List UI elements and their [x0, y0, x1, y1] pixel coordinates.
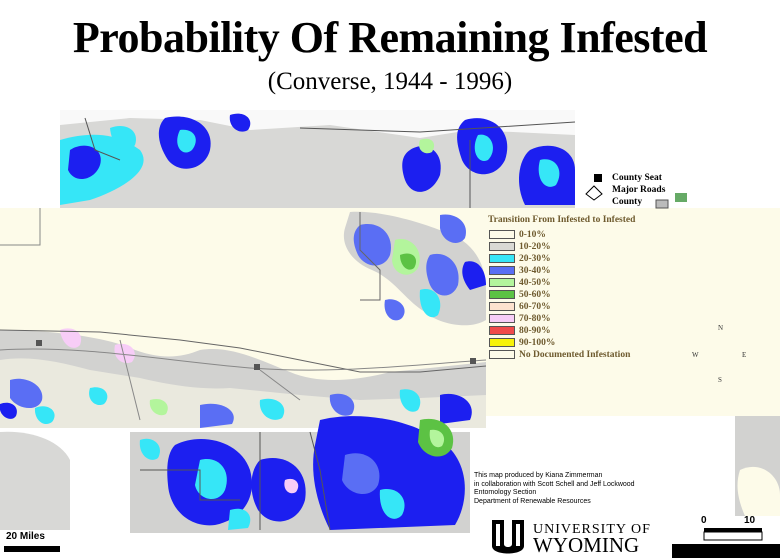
legend-item-label: 50-60% [519, 289, 551, 300]
compass-north-label: N [718, 324, 724, 332]
legend-item-label: 20-30% [519, 253, 551, 264]
legend-panel: Transition From Infested to Infested 0-1… [486, 212, 778, 377]
legend-item: 70-80% [489, 313, 551, 324]
legend-swatch [489, 278, 515, 287]
legend-item: 40-50% [489, 277, 551, 288]
right-scale-label-10: 10 [744, 515, 756, 526]
compass-west-label: W [692, 351, 699, 359]
compass-east-label: E [742, 351, 747, 359]
legend-swatch [489, 350, 515, 359]
legend-county-label: County [612, 197, 643, 207]
legend-title: Transition From Infested to Infested [488, 215, 636, 225]
credit-line: in collaboration with Scott Schell and J… [474, 480, 635, 488]
legend-swatch [489, 230, 515, 239]
legend-swatch [489, 266, 515, 275]
legend-swatch [489, 326, 515, 335]
legend-swatch [489, 302, 515, 311]
infestation-mini-icon [675, 193, 687, 202]
left-scale-bar [4, 546, 60, 552]
legend-item-label: 10-20% [519, 241, 551, 252]
logo-wyoming: WYOMING [533, 533, 640, 557]
legend-item-label: No Documented Infestation [519, 349, 631, 360]
legend-item-label: 0-10% [519, 229, 546, 240]
legend-swatch [489, 242, 515, 251]
legend-item: 10-20% [489, 241, 551, 252]
legend-item: No Documented Infestation [489, 349, 630, 360]
legend-swatch [489, 314, 515, 323]
legend-item-label: 90-100% [519, 337, 556, 348]
compass-south-label: S [718, 376, 722, 384]
legend-item-label: 60-70% [519, 301, 551, 312]
credit-line: Department of Renewable Resources [474, 497, 591, 505]
bottom-black-strip [672, 544, 780, 558]
legend-swatch [489, 254, 515, 263]
right-scale-bar [704, 528, 762, 532]
map-panel-bottom [0, 416, 470, 533]
county-icon [655, 199, 669, 209]
right-scale-label-0: 0 [701, 515, 707, 526]
map-panel-middle [0, 208, 487, 428]
legend-item: 30-40% [489, 265, 551, 276]
legend-item-label: 70-80% [519, 313, 551, 324]
legend-item-label: 40-50% [519, 277, 551, 288]
legend-item: 0-10% [489, 229, 546, 240]
map-credits: This map produced by Kiana Zimmerman in … [474, 472, 635, 506]
legend-item: 60-70% [489, 301, 551, 312]
map-subtitle: (Converse, 1944 - 1996) [267, 68, 513, 95]
legend-item: 90-100% [489, 337, 555, 348]
legend-swatch [489, 338, 515, 347]
legend-item: 80-90% [489, 325, 551, 336]
county-seat-icon [594, 174, 602, 182]
credit-line: Entomology Section [474, 489, 537, 497]
legend-item-label: 80-90% [519, 325, 551, 336]
right-scale-bar-outline [703, 531, 763, 541]
uw-logo-mark [492, 520, 524, 554]
map-panel-top [60, 110, 576, 208]
legend-major-roads-label: Major Roads [612, 185, 666, 195]
legend-item: 20-30% [489, 253, 551, 264]
legend-item-label: 30-40% [519, 265, 551, 276]
legend-county-seat-label: County Seat [612, 173, 662, 183]
major-roads-icon [585, 185, 603, 201]
logo-university-of: UNIVERSITY OF [533, 522, 651, 537]
legend-swatch [489, 290, 515, 299]
credit-line: This map produced by Kiana Zimmerman [474, 472, 603, 479]
left-scale-label: 20 Miles [6, 531, 45, 542]
legend-item: 50-60% [489, 289, 551, 300]
map-title: Probability Of Remaining Infested [72, 13, 708, 62]
